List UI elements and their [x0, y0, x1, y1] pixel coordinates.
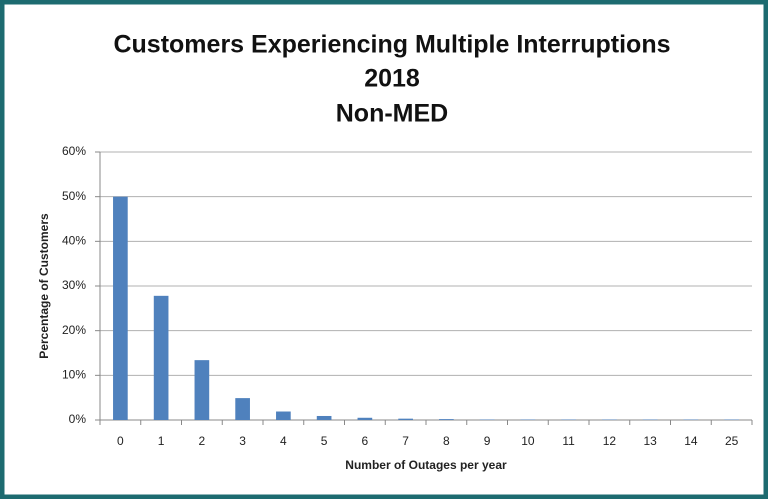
- x-tick-label: 14: [684, 434, 698, 448]
- x-tick-label: 1: [158, 434, 165, 448]
- bar: [276, 411, 291, 420]
- x-tick-label: 0: [117, 434, 124, 448]
- x-tick-label: 7: [402, 434, 409, 448]
- y-axis-title: Percentage of Customers: [37, 213, 51, 359]
- x-tick-label: 4: [280, 434, 287, 448]
- x-tick-label: 6: [362, 434, 369, 448]
- bar: [439, 419, 454, 420]
- x-axis-title: Number of Outages per year: [345, 458, 507, 472]
- y-tick-label: 40%: [62, 234, 86, 248]
- x-tick-label: 2: [199, 434, 206, 448]
- x-tick-label: 12: [603, 434, 617, 448]
- chart-title: Customers Experiencing Multiple Interrup…: [113, 31, 670, 59]
- y-tick-label: 60%: [62, 144, 86, 158]
- bar: [235, 398, 250, 420]
- x-tick-label: 8: [443, 434, 450, 448]
- bar: [398, 418, 413, 420]
- x-tick-label: 3: [239, 434, 246, 448]
- bar: [357, 417, 373, 420]
- bar: [316, 415, 332, 420]
- x-tick-label: 11: [562, 434, 575, 448]
- y-tick-label: 10%: [62, 368, 86, 382]
- y-tick-label: 30%: [62, 278, 86, 292]
- y-tick-label: 20%: [62, 323, 86, 337]
- x-tick-label: 9: [484, 434, 491, 448]
- x-tick-label: 25: [725, 434, 739, 448]
- y-tick-label: 0%: [69, 412, 87, 426]
- bar: [113, 196, 128, 420]
- chart-title: Non-MED: [336, 100, 448, 128]
- chart-title: 2018: [364, 65, 420, 93]
- x-tick-label: 10: [521, 434, 535, 448]
- bar: [194, 360, 210, 420]
- x-tick-label: 13: [643, 434, 657, 448]
- y-tick-label: 50%: [62, 189, 86, 203]
- x-tick-label: 5: [321, 434, 328, 448]
- bar: [153, 295, 169, 420]
